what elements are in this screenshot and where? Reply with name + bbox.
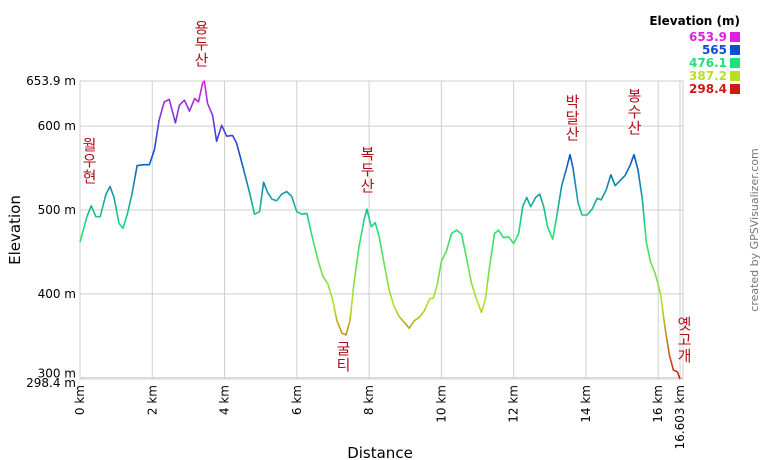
elevation-line (79, 80, 681, 380)
y-tick-label: 400 m (38, 287, 76, 301)
x-tick-label: 10 km (434, 385, 448, 423)
y-tick-label: 300 m (38, 367, 76, 381)
legend-label: 565 (702, 43, 727, 57)
peak-label: 월우현 (80, 137, 98, 185)
y-axis-title: Elevation (6, 195, 24, 265)
x-tick-label: 6 km (290, 385, 304, 415)
y-tick-label: 298.4 m (26, 376, 76, 390)
legend-label: 298.4 (689, 82, 727, 96)
peak-label: 봉수산 (625, 88, 643, 136)
y-tick-label: 653.9 m (26, 74, 76, 88)
credit: created by GPSVisualizer.com (748, 148, 760, 311)
x-tick-label: 16 km (651, 385, 665, 423)
legend-label: 653.9 (689, 30, 727, 44)
x-tick-label: 14 km (579, 385, 593, 423)
legend-label: 387.2 (689, 69, 727, 83)
peak-label: 굴티 (334, 341, 352, 373)
x-tick-label: 12 km (507, 385, 521, 423)
legend-swatch (730, 45, 740, 55)
legend-swatch (730, 58, 740, 68)
peak-label: 박달산 (563, 94, 581, 142)
legend-label: 476.1 (689, 56, 727, 70)
x-tick-label: 4 km (218, 385, 232, 415)
y-tick-label: 500 m (38, 203, 76, 217)
legend-swatch (730, 32, 740, 42)
peak-label: 용두산 (192, 20, 210, 68)
peak-label: 옛고개 (675, 316, 693, 364)
x-axis-title: Distance (347, 444, 413, 460)
legend-swatch (730, 71, 740, 81)
y-tick-label: 600 m (38, 119, 76, 133)
x-tick-label: 0 km (73, 385, 87, 415)
x-tick-label: 16.603 km (673, 385, 687, 449)
peak-label: 복두산 (358, 146, 376, 194)
legend-title: Elevation (m) (649, 14, 740, 28)
legend-swatch (730, 84, 740, 94)
x-tick-label: 2 km (145, 385, 159, 415)
x-tick-label: 8 km (362, 385, 376, 415)
